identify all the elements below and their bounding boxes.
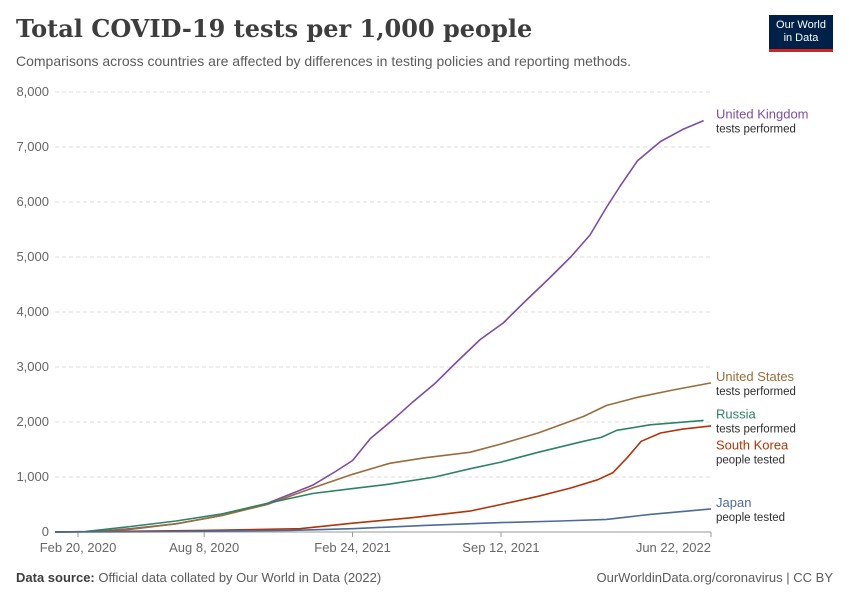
series-note-united-kingdom: tests performed [716, 124, 796, 136]
series-label-japan: Japan [716, 495, 751, 510]
y-tick-label: 7,000 [16, 139, 49, 154]
y-tick-label: 5,000 [16, 249, 49, 264]
axes: 0 1,000 2,000 3,000 4,000 5,000 6,000 7,000 8,00… [16, 84, 712, 555]
logo-line-1: Our World [776, 19, 826, 31]
x-tick-label: Jun 22, 2022 [636, 540, 711, 555]
y-tick-label: 2,000 [16, 414, 49, 429]
source-link[interactable]: OurWorldinData.org/coronavirus | CC BY [596, 570, 833, 585]
series-note-united-states: tests performed [716, 386, 796, 398]
y-tick-label: 3,000 [16, 359, 49, 374]
x-tick-label: Aug 8, 2020 [169, 540, 239, 555]
line-chart: 0 1,000 2,000 3,000 4,000 5,000 6,000 7,000 8,00… [16, 84, 809, 555]
series-label-russia: Russia [716, 406, 757, 421]
series-lines [54, 119, 712, 533]
series-note-japan: people tested [716, 512, 785, 524]
logo-line-2: in Data [783, 32, 819, 44]
series-label-south-korea: South Korea [716, 437, 789, 452]
data-source-label: Data source: [16, 570, 95, 585]
series-line-japan[interactable] [54, 508, 712, 533]
series-label-united-states: United States [716, 369, 795, 384]
y-tick-label: 4,000 [16, 304, 49, 319]
x-tick-label: Feb 24, 2021 [314, 540, 391, 555]
data-source-text: Official data collated by Our World in D… [98, 570, 382, 585]
chart-subtitle: Comparisons across countries are affecte… [16, 53, 632, 69]
data-source: Data source: Official data collated by O… [16, 570, 381, 585]
y-tick-label: 1,000 [16, 469, 49, 484]
gridlines [55, 91, 711, 478]
series-note-russia: tests performed [716, 423, 796, 435]
series-line-united-states[interactable] [54, 382, 712, 533]
y-tick-label: 6,000 [16, 194, 49, 209]
y-tick-label: 0 [42, 524, 49, 539]
series-line-russia[interactable] [54, 419, 704, 533]
series-line-south-korea[interactable] [54, 425, 712, 533]
x-tick-label: Sep 12, 2021 [462, 540, 539, 555]
series-note-south-korea: people tested [716, 454, 785, 466]
series-label-united-kingdom: United Kingdom [716, 107, 809, 122]
x-tick-label: Feb 20, 2020 [40, 540, 117, 555]
y-tick-label: 8,000 [16, 84, 49, 99]
series-labels: United Kingdom tests performed United Stat… [716, 107, 809, 524]
owid-logo[interactable]: Our World in Data [769, 15, 833, 52]
chart-title: Total COVID-19 tests per 1,000 people [16, 14, 533, 43]
series-line-united-kingdom[interactable] [54, 119, 704, 533]
